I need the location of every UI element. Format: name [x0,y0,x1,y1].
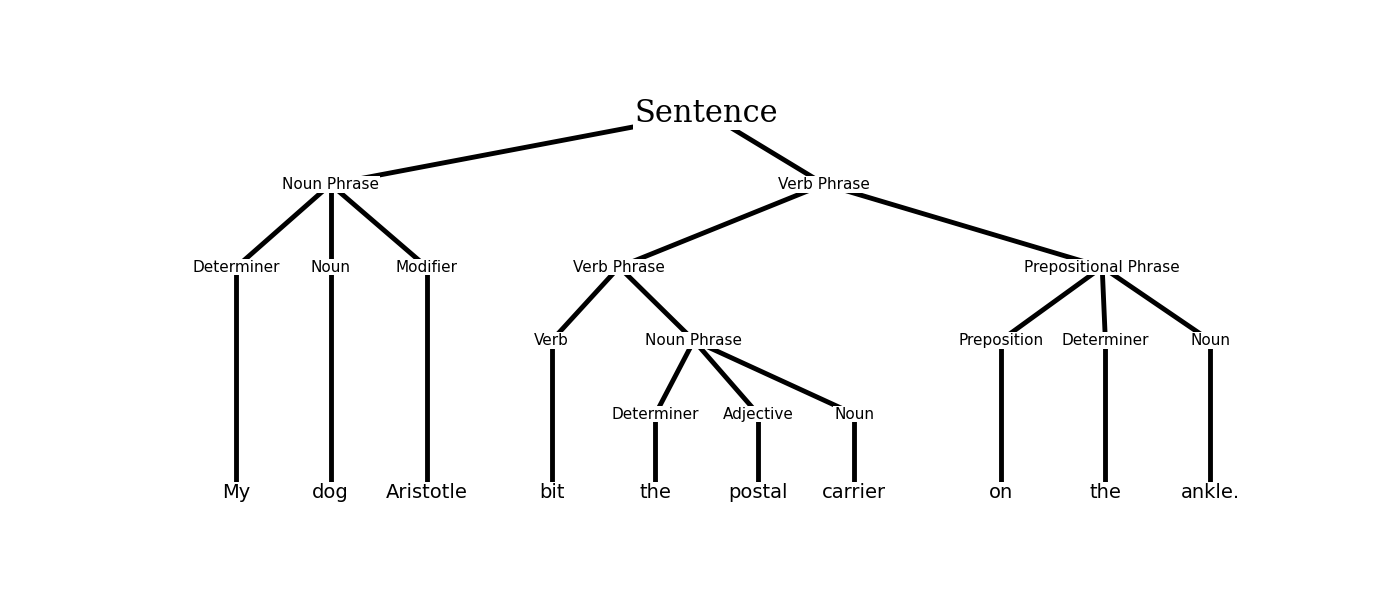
Text: Noun Phrase: Noun Phrase [645,333,742,348]
Text: Verb: Verb [534,333,570,348]
Text: carrier: carrier [822,483,887,501]
Text: dog: dog [312,483,349,501]
Text: Aristotle: Aristotle [386,483,467,501]
Text: Noun: Noun [1190,333,1230,348]
Text: Adjective: Adjective [723,407,793,421]
Text: on: on [989,483,1012,501]
Text: Determiner: Determiner [612,407,699,421]
Text: the: the [640,483,672,501]
Text: Noun: Noun [834,407,874,421]
Text: My: My [222,483,251,501]
Text: bit: bit [539,483,564,501]
Text: Sentence: Sentence [634,97,779,128]
Text: Verb Phrase: Verb Phrase [778,177,870,192]
Text: Determiner: Determiner [193,260,280,275]
Text: ankle.: ankle. [1180,483,1240,501]
Text: the: the [1089,483,1121,501]
Text: Modifier: Modifier [396,260,458,275]
Text: Prepositional Phrase: Prepositional Phrase [1025,260,1180,275]
Text: Preposition: Preposition [958,333,1043,348]
Text: Verb Phrase: Verb Phrase [574,260,665,275]
Text: Determiner: Determiner [1062,333,1149,348]
Text: postal: postal [728,483,787,501]
Text: Noun Phrase: Noun Phrase [283,177,379,192]
Text: Noun: Noun [310,260,350,275]
